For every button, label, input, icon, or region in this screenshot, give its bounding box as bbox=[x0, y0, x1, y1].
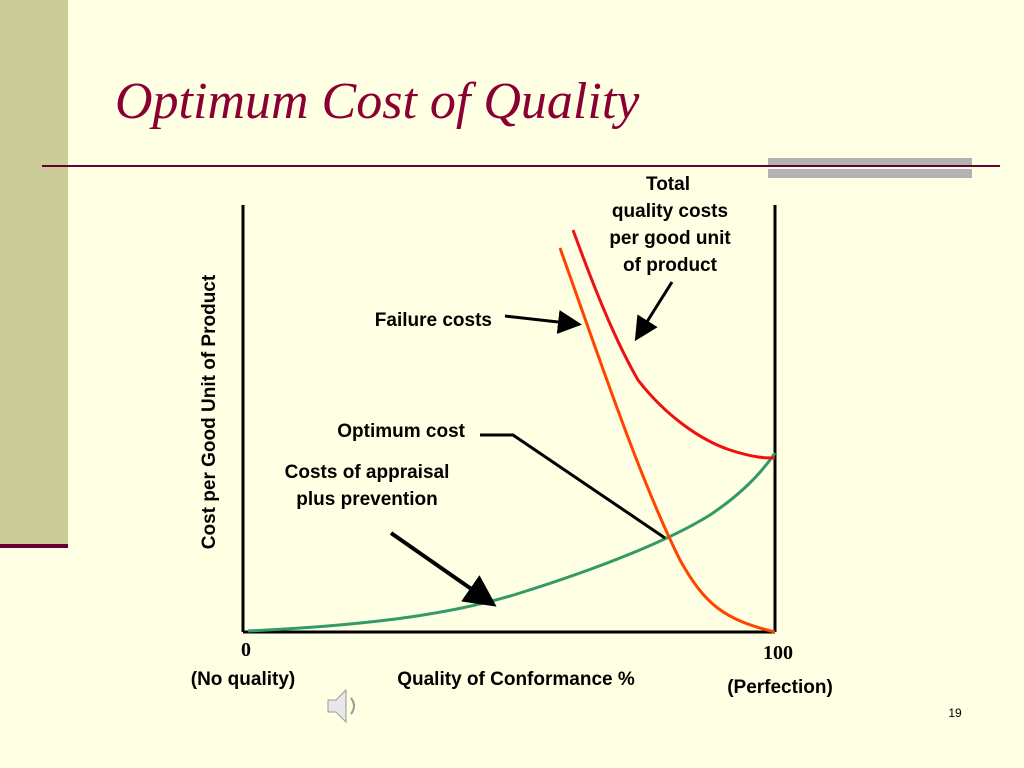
speaker-body bbox=[327, 688, 347, 724]
x-axis-label: Quality of Conformance % bbox=[397, 669, 635, 690]
annotation: Costs of appraisal bbox=[285, 462, 450, 483]
sidebar-rule bbox=[0, 544, 68, 548]
total-arrow bbox=[634, 281, 674, 342]
annotation: of product bbox=[623, 255, 718, 276]
speaker-icon[interactable] bbox=[327, 688, 355, 724]
appraisal-arrow bbox=[389, 531, 497, 607]
x-min-note: (No quality) bbox=[191, 669, 296, 690]
deco-bar bbox=[768, 169, 972, 178]
failure-curve bbox=[558, 247, 776, 634]
title-rule bbox=[42, 165, 1000, 167]
appraisal-curve bbox=[247, 452, 777, 633]
chart: Total quality costs per good unit of pro… bbox=[191, 174, 833, 698]
annotation: Total bbox=[646, 174, 690, 195]
sidebar bbox=[0, 0, 68, 546]
failure-arrow bbox=[504, 310, 582, 334]
total-curve bbox=[571, 229, 776, 460]
optimum-pointer bbox=[480, 433, 666, 540]
annotation: Failure costs bbox=[375, 310, 492, 331]
annotation: plus prevention bbox=[296, 489, 437, 510]
annotation: per good unit bbox=[609, 228, 731, 249]
slide-title: Optimum Cost of Quality bbox=[115, 73, 640, 130]
annotation: quality costs bbox=[612, 201, 728, 222]
x-min-label: 0 bbox=[241, 639, 251, 661]
annotation: Optimum cost bbox=[337, 421, 465, 442]
slide-number: 19 bbox=[948, 706, 962, 720]
deco-bar bbox=[768, 158, 972, 165]
y-axis-label: Cost per Good Unit of Product bbox=[199, 274, 220, 549]
x-max-label: 100 bbox=[763, 642, 793, 664]
x-max-note: (Perfection) bbox=[727, 677, 833, 698]
speaker-wave bbox=[350, 697, 355, 715]
